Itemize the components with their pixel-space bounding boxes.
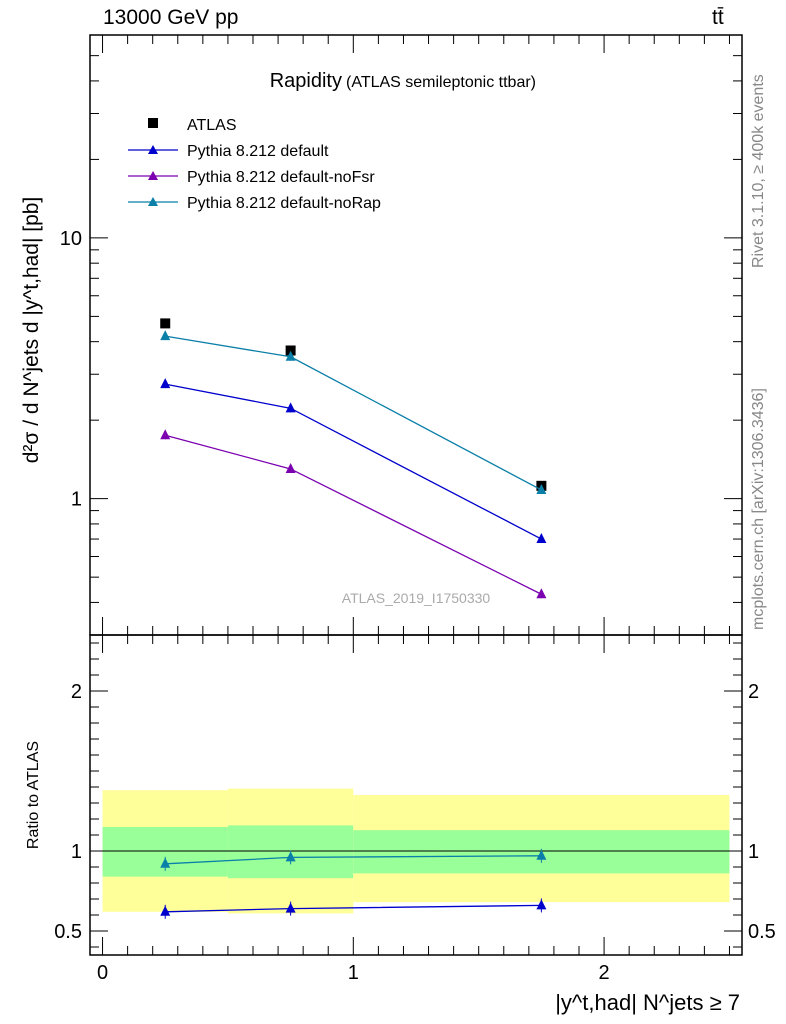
- data-point-3: [536, 483, 547, 494]
- ratio-point-1: [536, 849, 547, 860]
- x-axis-label: |y^t,had| N^jets ≥ 7: [555, 990, 740, 1015]
- ratio-y-tick-label-left: 1: [71, 841, 82, 863]
- ratio-frame: [89, 634, 743, 956]
- ratio-point-0: [160, 905, 171, 916]
- ratio-point-1: [160, 857, 171, 868]
- data-point-atlas: [285, 345, 296, 356]
- legend: ATLAS Pythia 8.212 default Pythia 8.212 …: [128, 117, 381, 212]
- main-panel-marks: [160, 318, 547, 599]
- ratio-y-tick-label-right: 2: [748, 681, 759, 703]
- series-line-3: [165, 335, 542, 491]
- axis-ticks: 1 10 0.5 0.5 1 1 2 2 0 1 2: [54, 34, 776, 984]
- data-point-3: [285, 350, 296, 361]
- main-subtitle: (ATLAS semileptonic ttbar): [346, 74, 536, 91]
- legend-label-norap: Pythia 8.212 default-noRap: [187, 195, 381, 212]
- x-tick-label: 2: [599, 962, 610, 984]
- data-point-atlas: [160, 318, 171, 329]
- ratio-point-0: [285, 902, 296, 913]
- legend-marker-nofsr: [148, 171, 158, 180]
- data-point-1: [536, 533, 547, 544]
- x-tick-label: 1: [348, 962, 359, 984]
- ratio-y-tick-label-left: 2: [71, 681, 82, 703]
- main-y-tick-label: 10: [60, 228, 82, 250]
- data-point-3: [160, 330, 171, 341]
- ratio-uncertainty-bands: [90, 788, 742, 914]
- data-point-1: [160, 378, 171, 389]
- main-title: Rapidity: [270, 70, 342, 92]
- ratio-y-tick-label-right: 0.5: [748, 921, 776, 943]
- legend-marker-norap: [148, 197, 158, 206]
- x-tick-label: 0: [97, 962, 108, 984]
- data-point-1: [285, 402, 296, 413]
- main-y-axis-label: d²σ / d N^jets d |y^t,had| [pb]: [20, 197, 43, 464]
- ratio-point-0: [536, 899, 547, 910]
- legend-label-atlas: ATLAS: [187, 117, 237, 134]
- analysis-watermark: ATLAS_2019_I1750330: [342, 590, 491, 606]
- data-point-2: [536, 588, 547, 599]
- ratio-point-1: [285, 851, 296, 862]
- legend-label-nofsr: Pythia 8.212 default-noFsr: [187, 169, 375, 186]
- legend-marker-atlas: [148, 118, 158, 128]
- legend-marker-default: [148, 145, 158, 154]
- legend-label-default: Pythia 8.212 default: [187, 143, 329, 160]
- panel-frames: [89, 34, 743, 956]
- data-point-2: [160, 429, 171, 440]
- ratio-panel-marks: [160, 848, 547, 919]
- main-y-tick-label: 1: [71, 489, 82, 511]
- ratio-y-tick-label-left: 0.5: [54, 921, 82, 943]
- data-point-2: [285, 462, 296, 473]
- ratio-y-tick-label-right: 1: [748, 841, 759, 863]
- ratio-y-axis-label: Ratio to ATLAS: [25, 741, 42, 849]
- header-process-label: 13000 GeV pp: [103, 6, 239, 29]
- series-line-1: [165, 383, 542, 540]
- series-line-2: [165, 434, 542, 595]
- header-final-state-label: tt̄: [712, 6, 724, 29]
